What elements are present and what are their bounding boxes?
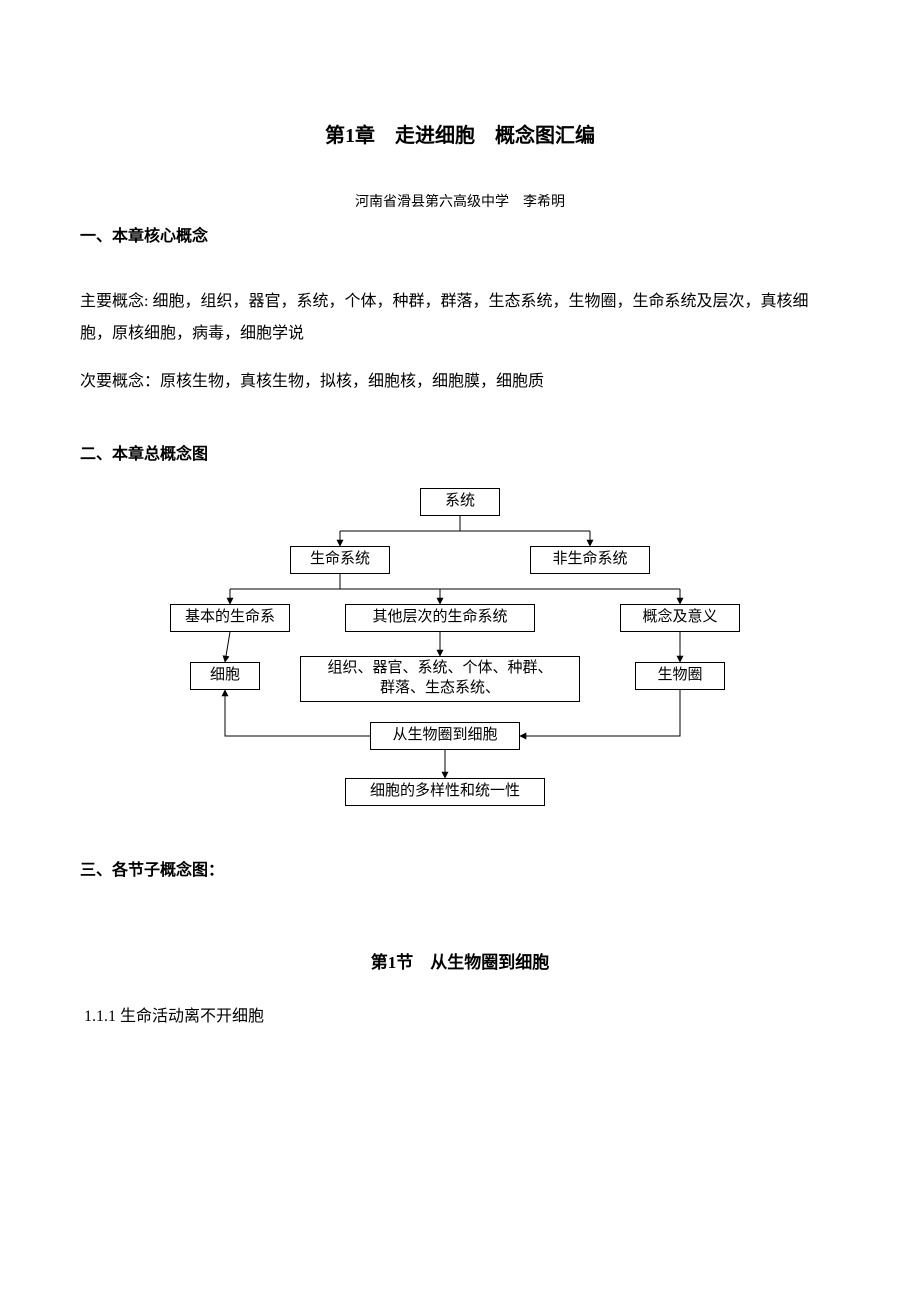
node-basic: 基本的生命系 xyxy=(170,604,290,632)
section2-heading: 二、本章总概念图 xyxy=(80,442,840,468)
section1-heading: 一、本章核心概念 xyxy=(80,224,840,250)
node-nonlife: 非生命系统 xyxy=(530,546,650,574)
node-diversity: 细胞的多样性和统一性 xyxy=(345,778,545,806)
section3-subtitle: 第1节 从生物圈到细胞 xyxy=(80,949,840,976)
section3-heading: 三、各节子概念图： xyxy=(80,858,840,884)
node-system: 系统 xyxy=(420,488,500,516)
main-concepts: 主要概念: 细胞，组织，器官，系统，个体，种群，群落，生态系统，生物圈，生命系统… xyxy=(80,286,840,350)
node-concept: 概念及意义 xyxy=(620,604,740,632)
doc-author: 河南省滑县第六高级中学 李希明 xyxy=(80,192,840,214)
node-levels: 组织、器官、系统、个体、种群、群落、生态系统、 xyxy=(300,656,580,702)
node-biosphere: 生物圈 xyxy=(635,662,725,690)
node-cell: 细胞 xyxy=(190,662,260,690)
node-fromto: 从生物圈到细胞 xyxy=(370,722,520,750)
doc-title: 第1章 走进细胞 概念图汇编 xyxy=(80,120,840,152)
secondary-concepts: 次要概念：原核生物，真核生物，拟核，细胞核，细胞膜，细胞质 xyxy=(80,366,840,398)
concept-diagram: 系统生命系统 非生命系统基本的生命系 其他层次的生命系统 概念及意义细胞 组织、器官、系… xyxy=(80,488,840,818)
node-life: 生命系统 xyxy=(290,546,390,574)
item-1-1-1: 1.1.1 生命活动离不开细胞 xyxy=(84,1004,840,1030)
node-other: 其他层次的生命系统 xyxy=(345,604,535,632)
